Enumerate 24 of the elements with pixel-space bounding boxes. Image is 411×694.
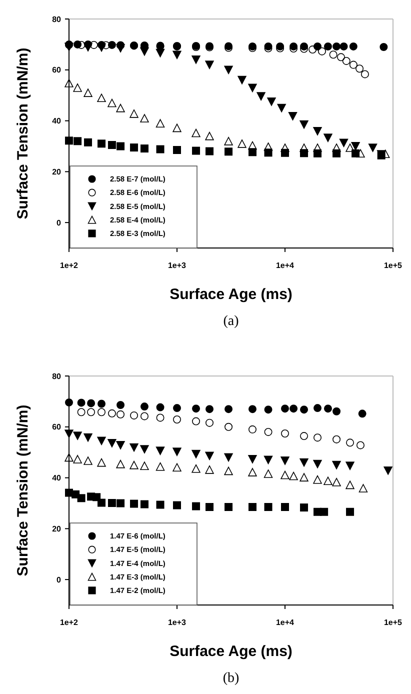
- y-tick-label: 60: [52, 66, 62, 75]
- y-tick-label: 60: [52, 422, 62, 432]
- x-tick-label: 1e+4: [276, 261, 295, 270]
- text: (a): [223, 314, 240, 329]
- x-tick-label: 1e+4: [276, 618, 295, 627]
- y-tick-label: 40: [52, 474, 62, 483]
- y-tick-label: 80: [52, 372, 62, 381]
- x-tick-label: 1e+5: [384, 261, 403, 270]
- x-tick-label: 1e+2: [60, 261, 79, 270]
- y-axis-title: Surface Tension (mN/m): [14, 48, 32, 220]
- x-tick-label: 1e+2: [60, 618, 79, 627]
- y-tick-label: 0: [56, 575, 62, 584]
- y-tick-label: 40: [52, 116, 62, 126]
- y-axis-title: Surface Tension (mN/m): [14, 404, 32, 576]
- y-tick-label: 20: [52, 167, 62, 176]
- x-tick-label: 1e+3: [168, 261, 187, 270]
- y-tick-label: 0: [56, 218, 62, 228]
- x-axis-title: Surface Age (ms): [170, 286, 292, 303]
- x-tick-label: 1e+5: [384, 618, 403, 627]
- text: (b): [222, 671, 240, 686]
- x-axis-title: Surface Age (ms): [170, 643, 292, 660]
- y-tick-label: 20: [52, 524, 62, 534]
- x-tick-label: 1e+3: [168, 618, 187, 627]
- y-tick-label: 80: [52, 14, 62, 24]
